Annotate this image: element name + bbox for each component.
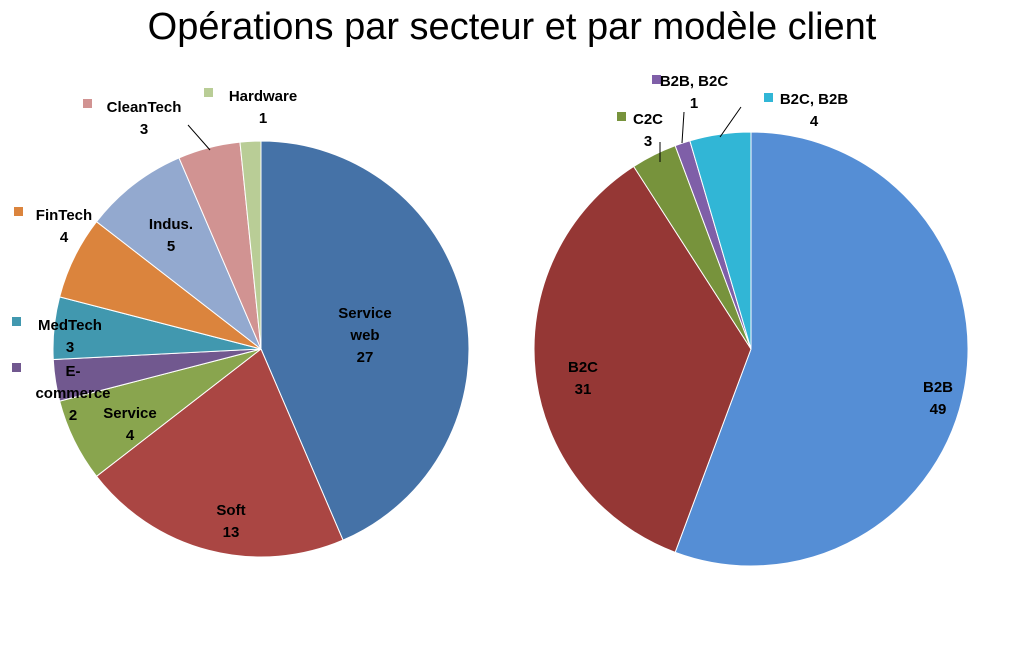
data-label-client-model-4: B2B, B2C 1 — [660, 73, 729, 112]
data-label-sector-5: MedTech 3 — [38, 317, 102, 356]
label-marker-client-model-4 — [652, 75, 661, 84]
leader-line-sector-8 — [187, 124, 211, 151]
label-marker-sector-5 — [12, 317, 21, 326]
pie-slice-client-model-1 — [674, 131, 969, 567]
leader-line-client-model-4 — [681, 111, 685, 144]
data-label-sector-6: FinTech 4 — [36, 207, 92, 246]
label-marker-sector-4 — [12, 363, 21, 372]
data-label-sector-2: Soft 13 — [216, 502, 245, 541]
data-label-sector-1: Service web 27 — [338, 305, 391, 366]
pie-slice-sector-2 — [95, 348, 344, 558]
pie-slice-client-model-2 — [533, 165, 752, 553]
pie-slice-sector-7 — [95, 157, 263, 351]
data-label-sector-3: Service 4 — [103, 405, 156, 444]
chart-title: Opérations par secteur et par modèle cli… — [147, 6, 877, 48]
label-marker-sector-6 — [14, 207, 23, 216]
data-label-client-model-5: B2C, B2B 4 — [780, 91, 849, 130]
data-label-client-model-1: B2B 49 — [923, 379, 953, 418]
label-marker-client-model-3 — [617, 112, 626, 121]
label-marker-sector-9 — [204, 88, 213, 97]
data-label-sector-8: CleanTech 3 — [107, 99, 182, 138]
data-label-client-model-2: B2C 31 — [568, 359, 598, 398]
data-label-sector-7: Indus. 5 — [149, 216, 193, 255]
leader-line-client-model-5 — [719, 106, 742, 138]
label-marker-client-model-5 — [764, 93, 773, 102]
pie-slice-sector-9 — [239, 140, 262, 350]
pie-slice-client-model-5 — [689, 131, 752, 350]
data-label-sector-4: E-commerce 2 — [35, 363, 110, 424]
data-label-sector-9: Hardware 1 — [229, 88, 297, 127]
data-label-client-model-3: C2C 3 — [633, 111, 663, 150]
pie-slice-sector-1 — [260, 140, 470, 541]
label-marker-sector-8 — [83, 99, 92, 108]
